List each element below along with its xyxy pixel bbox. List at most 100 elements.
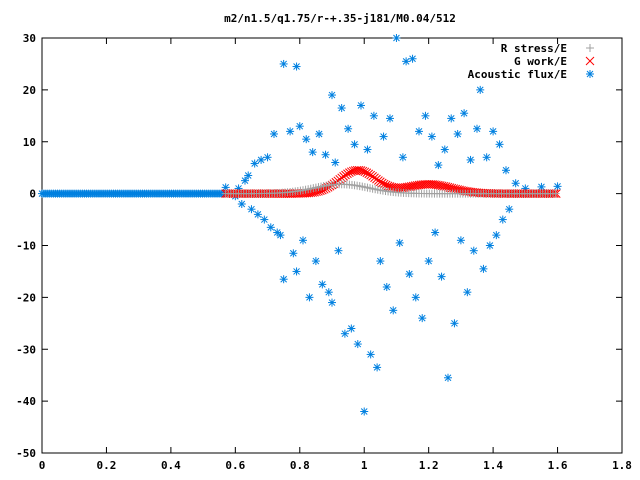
acoustic-flux-point [392, 34, 401, 42]
acoustic-flux-point [318, 280, 327, 289]
acoustic-flux-point [434, 161, 443, 170]
acoustic-flux-point [266, 223, 275, 232]
x-tick-label: 1.6 [548, 459, 568, 472]
acoustic-flux-point [460, 109, 469, 118]
acoustic-flux-point [250, 159, 259, 168]
legend-marker [586, 70, 594, 78]
acoustic-flux-point [289, 249, 298, 258]
acoustic-flux-point [485, 241, 494, 250]
acoustic-flux-point [489, 127, 498, 136]
acoustic-flux-point [492, 231, 501, 240]
acoustic-flux-point [466, 155, 475, 164]
legend-label: G work/E [514, 55, 567, 68]
r-stress-point [551, 189, 560, 198]
acoustic-flux-point [456, 236, 465, 245]
acoustic-flux-point [337, 104, 346, 113]
acoustic-flux-point [373, 363, 382, 372]
acoustic-flux-point [334, 246, 343, 255]
y-tick-label: 20 [23, 84, 36, 97]
y-tick-label: 10 [23, 136, 36, 149]
acoustic-flux-point [257, 155, 266, 164]
acoustic-flux-point [382, 283, 391, 291]
acoustic-flux-point [286, 127, 295, 136]
acoustic-flux-point [350, 140, 359, 149]
acoustic-flux-point [260, 215, 269, 224]
acoustic-flux-point [244, 171, 253, 180]
acoustic-flux-point [476, 85, 485, 94]
acoustic-flux-point [331, 158, 340, 167]
acoustic-flux-point [402, 57, 411, 66]
series-acoustic-flux [38, 34, 562, 416]
acoustic-flux-point [270, 129, 278, 138]
acoustic-flux-point [447, 114, 456, 123]
acoustic-flux-point [237, 200, 246, 208]
acoustic-flux-point [498, 215, 507, 224]
acoustic-flux-point [389, 306, 398, 315]
acoustic-flux-point [292, 267, 301, 276]
acoustic-flux-point [340, 329, 349, 338]
acoustic-flux-point [444, 373, 452, 382]
acoustic-flux-point [418, 314, 427, 323]
acoustic-flux-point [495, 140, 504, 149]
acoustic-flux-point [305, 293, 314, 302]
g-work-point [362, 168, 372, 178]
y-tick-label: -20 [16, 291, 36, 304]
acoustic-flux-point [502, 166, 510, 175]
acoustic-flux-point [463, 288, 472, 297]
acoustic-flux-point [324, 288, 333, 297]
acoustic-flux-point [431, 228, 440, 237]
acoustic-flux-point [511, 179, 520, 188]
acoustic-flux-point [276, 231, 285, 240]
acoustic-flux-point [353, 340, 362, 349]
chart-marks [38, 34, 562, 416]
y-tick-label: -30 [16, 343, 36, 356]
acoustic-flux-point [369, 111, 378, 120]
acoustic-flux-point [357, 101, 365, 110]
acoustic-flux-point [479, 264, 488, 273]
legend-label: R stress/E [501, 42, 567, 55]
y-tick-label: -50 [16, 447, 36, 460]
acoustic-flux-point [311, 257, 320, 266]
acoustic-flux-point [315, 129, 324, 138]
acoustic-flux-point [263, 153, 272, 162]
acoustic-flux-point [299, 236, 307, 245]
acoustic-flux-point [395, 238, 404, 247]
acoustic-flux-point [328, 91, 336, 100]
acoustic-flux-point [411, 293, 420, 302]
acoustic-flux-point [398, 153, 407, 162]
acoustic-flux-point [328, 298, 336, 307]
x-tick-label: 0.8 [290, 459, 310, 472]
acoustic-flux-point [363, 145, 372, 154]
acoustic-flux-point [386, 114, 394, 123]
x-tick-label: 0.4 [161, 459, 181, 472]
acoustic-flux-point [295, 122, 304, 131]
acoustic-flux-point [424, 257, 433, 266]
acoustic-flux-point [302, 135, 311, 144]
axes: 0 0.2 0.4 0.6 0.8 1 1.2 1.4 1.6 1.8 30 20 10 0 -10 -20 -… [16, 32, 632, 472]
acoustic-flux-point [408, 54, 417, 63]
series-r-stress [221, 180, 560, 198]
acoustic-flux-point [453, 129, 462, 138]
y-tick-label: 30 [23, 32, 36, 45]
y-tick-label: -10 [16, 240, 36, 253]
acoustic-flux-point [427, 132, 436, 141]
x-tick-label: 1 [361, 459, 368, 472]
acoustic-flux-point [553, 182, 562, 191]
acoustic-flux-point [405, 270, 414, 279]
acoustic-flux-point [505, 205, 514, 214]
acoustic-flux-point [308, 148, 317, 157]
y-tick-label: 0 [29, 188, 36, 201]
acoustic-flux-point [421, 111, 430, 120]
legend-marker [585, 56, 595, 66]
acoustic-flux-point [379, 132, 388, 141]
x-tick-label: 1.4 [483, 459, 503, 472]
chart-title: m2/n1.5/q1.75/r-+.35-j181/M0.04/512 [224, 12, 456, 25]
acoustic-flux-point [360, 407, 369, 416]
acoustic-flux-point [279, 275, 288, 284]
plot-frame [41, 37, 623, 454]
acoustic-flux-point [247, 205, 256, 214]
acoustic-flux-point [292, 62, 301, 71]
acoustic-flux-point [482, 153, 491, 162]
